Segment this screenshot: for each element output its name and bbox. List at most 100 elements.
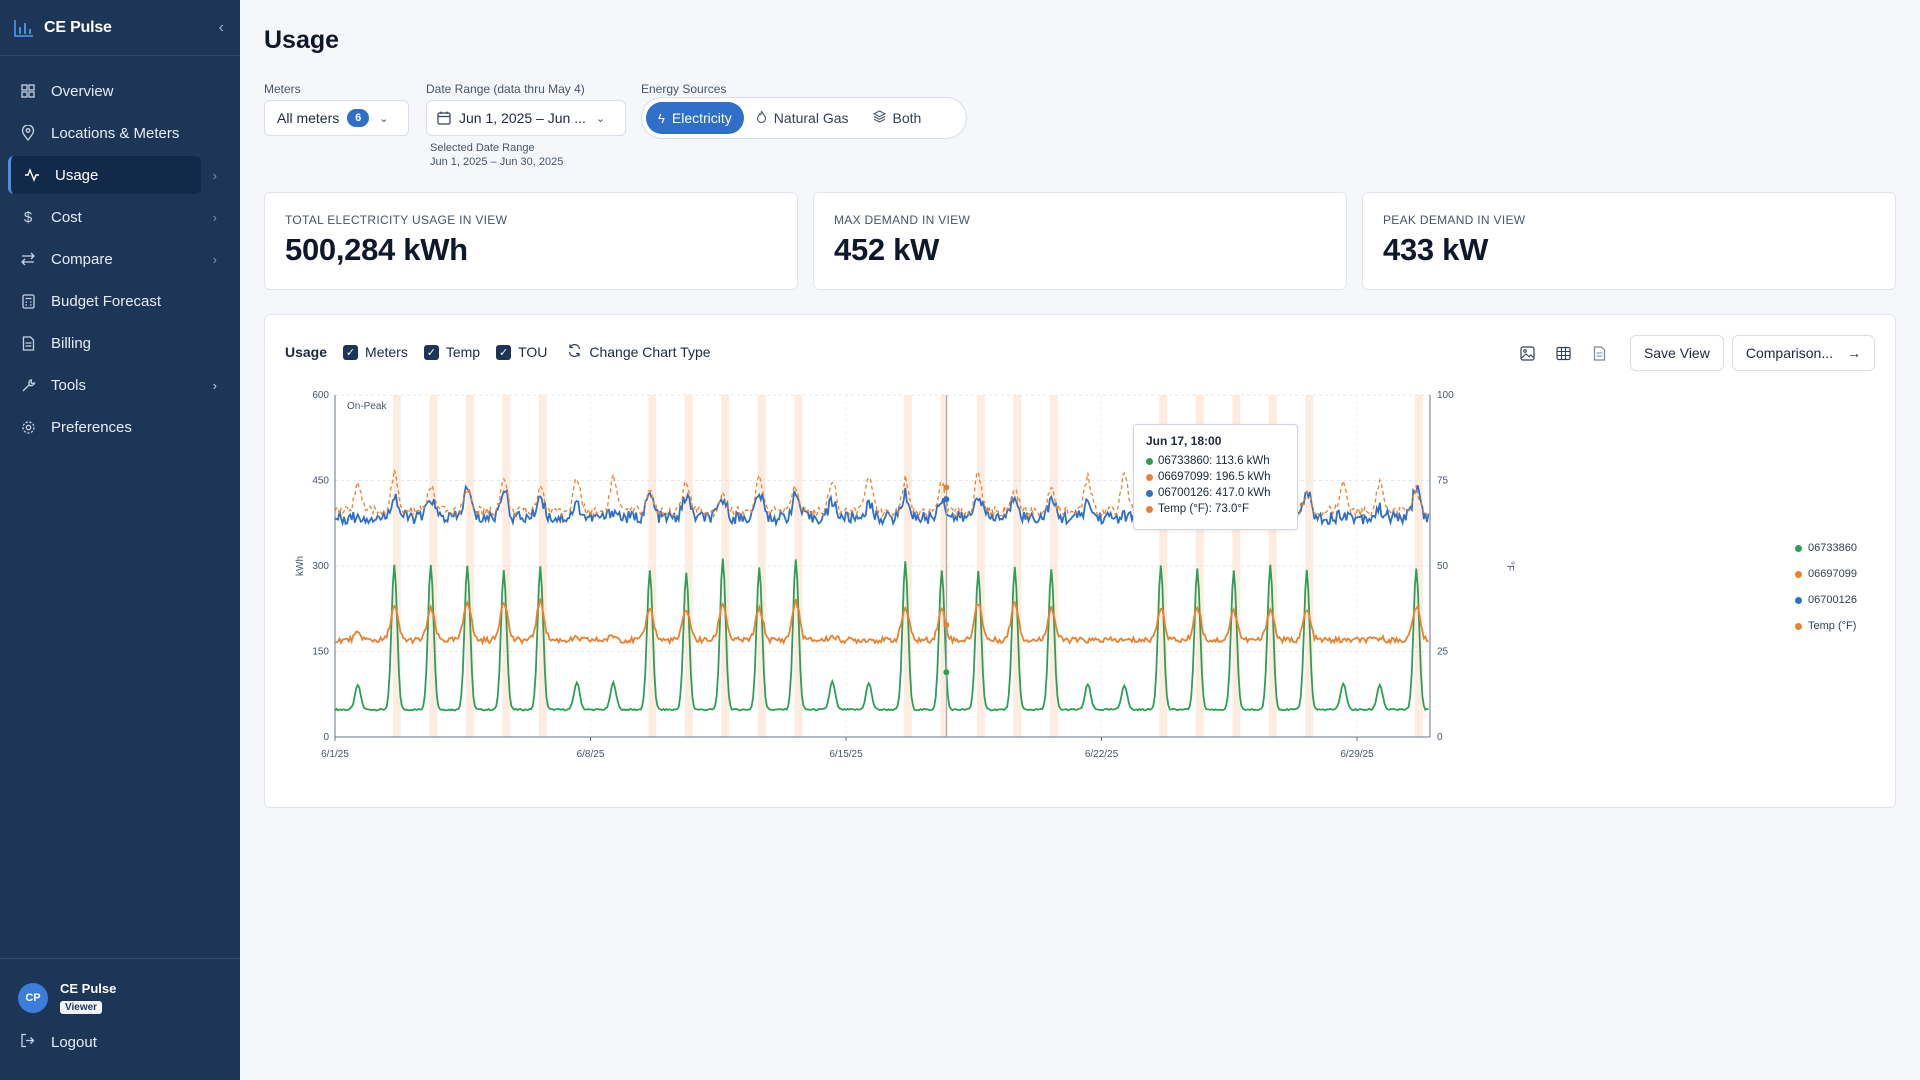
y2-tick-label: 0: [1437, 732, 1443, 743]
kpi-value: 433 kW: [1383, 232, 1489, 267]
natural-gas-button[interactable]: Natural Gas: [744, 102, 861, 134]
on-peak-band: [1049, 395, 1058, 737]
chart-title: Usage: [285, 344, 328, 360]
toggle-label: TOU: [518, 344, 548, 360]
y2-axis-label: °F: [1504, 561, 1515, 571]
user-name: CE Pulse: [60, 981, 117, 996]
legend-swatch: [1795, 622, 1802, 630]
on-peak-band: [684, 395, 693, 737]
map-pin-icon: [20, 125, 36, 141]
hover-point: [943, 484, 950, 491]
wrench-icon: [20, 377, 36, 393]
activity-icon: [24, 167, 40, 183]
gear-icon: [20, 419, 36, 435]
meters-label: Meters: [264, 82, 301, 96]
date-range-select[interactable]: Jun 1, 2025 – Jun ... ⌄: [426, 100, 626, 136]
kpi-label: MAX DEMAND IN VIEW: [834, 213, 971, 227]
kpi-label: PEAK DEMAND IN VIEW: [1383, 213, 1526, 227]
sidebar-footer: CP CE Pulse Viewer Logout: [0, 958, 240, 1080]
save-view-button[interactable]: Save View: [1629, 335, 1724, 371]
on-peak-band: [976, 395, 985, 737]
lightning-icon: ϟ: [658, 110, 665, 126]
comparison-button[interactable]: Comparison... →: [1731, 335, 1875, 371]
sidebar-item-tools[interactable]: Tools ›: [8, 366, 217, 404]
legend-item[interactable]: 06697099: [1795, 561, 1857, 587]
meters-toggle[interactable]: ✓ Meters: [343, 344, 408, 360]
kpi-total-usage: TOTAL ELECTRICITY USAGE IN VIEW 500,284 …: [264, 192, 798, 290]
electricity-label: Electricity: [671, 110, 732, 126]
table-icon[interactable]: [1554, 343, 1574, 363]
sidebar-item-label: Usage: [55, 166, 99, 184]
y-tick-label: 450: [312, 476, 329, 487]
hover-point: [943, 621, 950, 628]
tooltip-swatch: [1146, 489, 1153, 497]
chart-toolbar: Usage ✓ Meters ✓ Temp ✓ TOU Change Chart…: [285, 343, 711, 361]
legend-item[interactable]: 06700126: [1795, 587, 1857, 613]
sidebar: CE Pulse ‹ Overview Locations & Meters U…: [0, 0, 240, 1080]
grid-icon: [20, 83, 36, 99]
on-peak-band: [940, 395, 949, 737]
chevron-right-icon: ›: [212, 251, 217, 267]
legend-item[interactable]: 06733860: [1795, 535, 1857, 561]
temp-toggle[interactable]: ✓ Temp: [423, 344, 481, 360]
legend-label: 06700126: [1808, 594, 1857, 606]
toggle-label: Temp: [445, 344, 481, 360]
sidebar-item-label: Cost: [51, 208, 82, 226]
user-profile[interactable]: CP CE Pulse Viewer: [0, 959, 240, 1015]
save-view-label: Save View: [1643, 345, 1710, 361]
sidebar-item-billing[interactable]: Billing: [8, 324, 201, 362]
bar-chart-icon: [14, 19, 33, 37]
dollar-icon: $: [23, 208, 33, 226]
sidebar-item-compare[interactable]: Compare ›: [8, 240, 217, 278]
x-tick-label: 6/22/25: [1085, 749, 1119, 760]
sidebar-item-budget-forecast[interactable]: Budget Forecast: [8, 282, 201, 320]
image-download-icon[interactable]: [1518, 343, 1538, 363]
role-badge: Viewer: [60, 1001, 103, 1014]
swap-icon: [20, 251, 36, 267]
sidebar-item-usage[interactable]: Usage ›: [8, 156, 217, 194]
tooltip-swatch: [1146, 473, 1153, 481]
sidebar-item-preferences[interactable]: Preferences: [8, 408, 201, 446]
on-peak-band: [1013, 395, 1022, 737]
chart-actions: Save View Comparison... →: [1502, 335, 1875, 371]
hover-point: [943, 496, 950, 503]
sidebar-item-overview[interactable]: Overview: [8, 72, 201, 110]
calendar-icon: [437, 111, 451, 125]
refresh-icon: [567, 343, 582, 361]
legend-swatch: [1795, 596, 1802, 604]
x-tick-label: 6/8/25: [577, 749, 605, 760]
y-axis-label: kWh: [295, 556, 306, 576]
sidebar-item-cost[interactable]: $ Cost ›: [8, 198, 217, 236]
hint-value: Jun 1, 2025 – Jun 30, 2025: [430, 156, 564, 168]
document-icon: [20, 335, 36, 351]
change-chart-type-button[interactable]: Change Chart Type: [567, 343, 711, 361]
x-tick-label: 6/15/25: [829, 749, 863, 760]
avatar: CP: [18, 983, 48, 1013]
legend-item[interactable]: Temp (°F): [1795, 613, 1857, 639]
checkbox-checked-icon: ✓: [423, 344, 439, 360]
tooltip-title: Jun 17, 18:00: [1146, 434, 1222, 448]
document-export-icon[interactable]: [1590, 343, 1610, 363]
series-line: [334, 598, 1429, 646]
y-tick-label: 600: [312, 390, 329, 401]
electricity-button[interactable]: ϟ Electricity: [646, 102, 744, 134]
series-line: [334, 558, 1429, 712]
usage-chart[interactable]: 0 150 300 450 600 0 25 50 75 100 6/1/25 6/8/25 6/15/…: [265, 315, 1897, 809]
brand: CE Pulse ‹: [0, 0, 240, 56]
calculator-icon: [20, 293, 36, 309]
collapse-sidebar-icon[interactable]: ‹: [218, 18, 224, 36]
tooltip-swatch: [1146, 505, 1153, 513]
y-tick-label: 300: [312, 561, 329, 572]
sidebar-item-locations-meters[interactable]: Locations & Meters: [8, 114, 201, 152]
on-peak-band: [502, 395, 511, 737]
legend-label: 06733860: [1808, 542, 1857, 554]
energy-source-toggle: ϟ Electricity Natural Gas Both: [641, 97, 967, 139]
hint-label: Selected Date Range: [430, 142, 535, 154]
both-button[interactable]: Both: [861, 102, 934, 134]
legend-label: 06697099: [1808, 568, 1857, 580]
both-label: Both: [892, 110, 922, 126]
meters-select[interactable]: All meters 6 ⌄: [264, 100, 409, 136]
logout-button[interactable]: Logout: [0, 1015, 240, 1052]
tou-toggle[interactable]: ✓ TOU: [496, 344, 547, 360]
logout-icon: [20, 1033, 35, 1052]
